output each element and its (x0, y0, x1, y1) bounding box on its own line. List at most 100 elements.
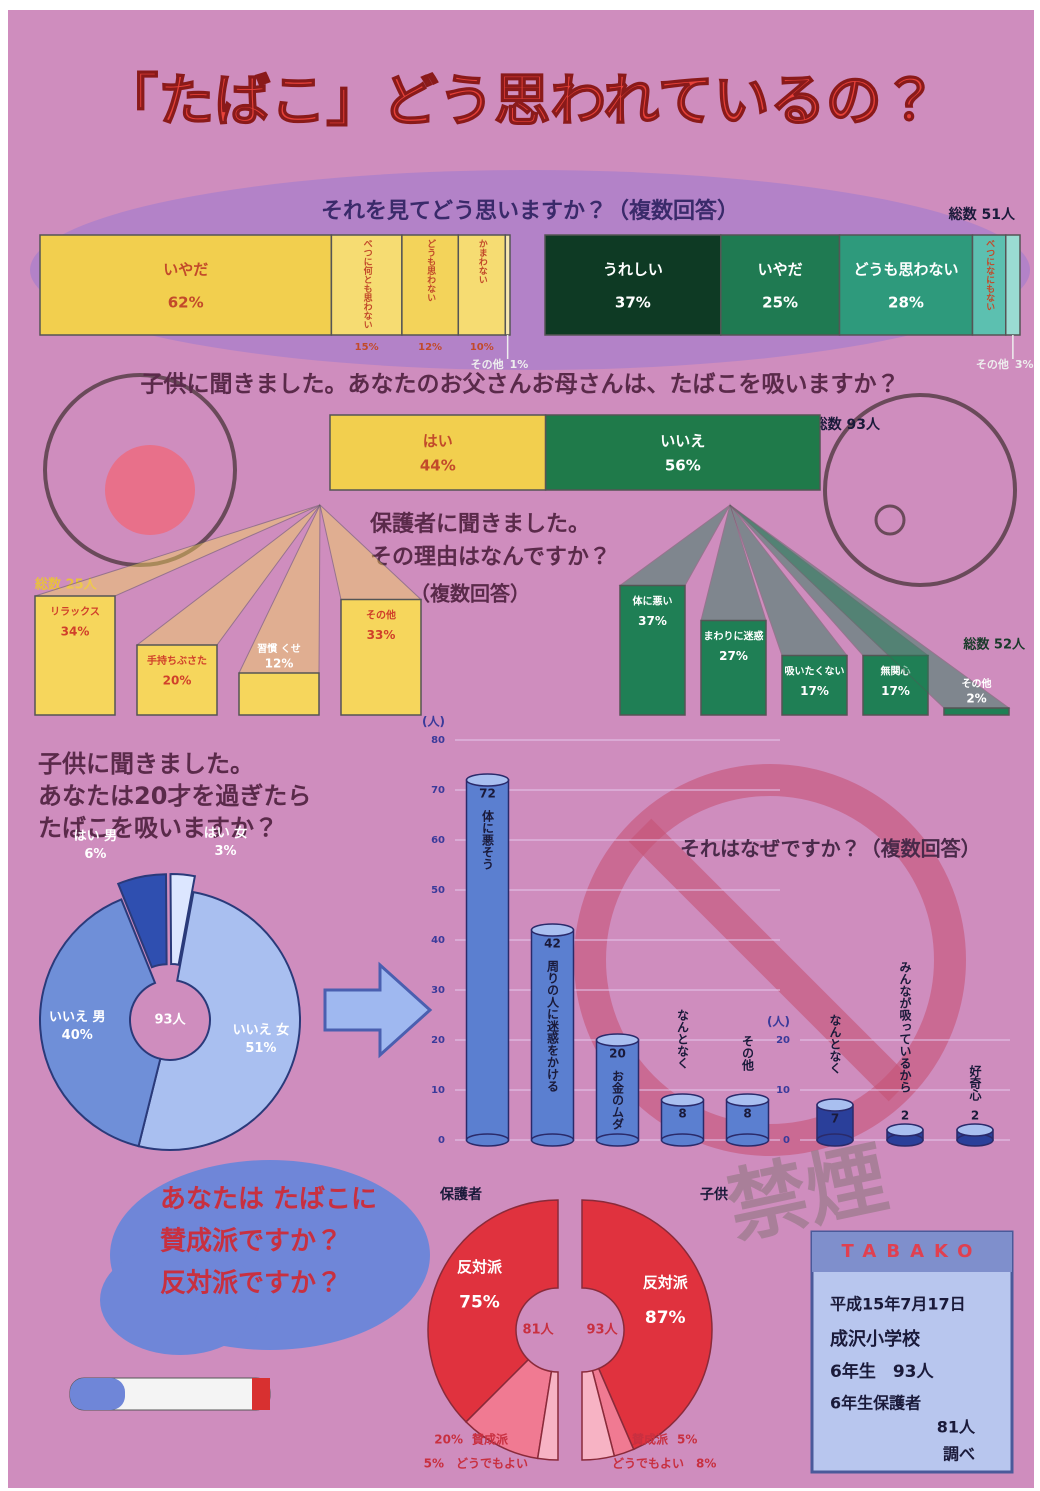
y-tick-label: 70 (431, 785, 445, 796)
bar-base (662, 1134, 704, 1146)
question: それを見てどう思いますか？（複数回答） (321, 198, 739, 224)
center-label: 93人 (154, 1013, 186, 1028)
segment-label: その他 (976, 357, 1009, 371)
bar-label: お金のムダ (611, 1070, 625, 1130)
value-label: 17% (800, 684, 829, 698)
bar-top (532, 924, 574, 936)
value-label: 87% (645, 1308, 686, 1328)
value-label: 2 (901, 1109, 909, 1123)
note-line: 成沢小学校 (830, 1328, 921, 1350)
bar-top (662, 1094, 704, 1106)
value-label: 40% (62, 1028, 93, 1043)
value-label: 8 (743, 1107, 751, 1121)
bar-base (817, 1134, 853, 1146)
segment-label: べつに何とも思わない (362, 239, 373, 329)
question: あなたは20才を過ぎたら (38, 782, 311, 810)
center-label: 81人 (522, 1323, 554, 1338)
column (944, 708, 1009, 715)
value-label: 5% (424, 1457, 444, 1471)
column-label: その他 (962, 677, 992, 690)
question: 子供に聞きました。あなたのお父さんお母さんは、たばこを吸いますか？ (141, 371, 900, 398)
column-label: まわりに迷惑 (704, 630, 764, 643)
value-label: 5% (677, 1433, 697, 1447)
value-label: 2 (971, 1109, 979, 1123)
question: 保護者に聞きました。 (369, 512, 590, 537)
segment-label: いやだ (163, 261, 208, 279)
total-label: 総数 51人 (948, 206, 1016, 223)
question: 賛成派ですか？ (160, 1227, 342, 1257)
value-label: 1% (510, 358, 529, 371)
value-label: 3% (1015, 358, 1034, 371)
value-label: 3% (214, 844, 236, 859)
bar-top (817, 1099, 853, 1111)
cigarette-tip (252, 1378, 270, 1410)
bar-base (597, 1134, 639, 1146)
chart-title: それはなぜですか？（複数回答） (680, 837, 981, 861)
value-label: 28% (888, 294, 924, 312)
value-label: 37% (615, 294, 651, 312)
value-label: 20 (609, 1047, 626, 1061)
note-line: 81人 (937, 1418, 976, 1437)
segment (1006, 235, 1020, 335)
value-label: 7 (831, 1112, 839, 1126)
y-tick-label: 0 (438, 1135, 445, 1146)
slice-label: どうでもよい (612, 1457, 684, 1471)
segment (545, 235, 721, 335)
value-label: 12% (418, 342, 442, 353)
slice-label: いいえ 男 (49, 1010, 106, 1025)
note-line: 調べ (943, 1445, 975, 1464)
y-tick-label: 10 (776, 1085, 790, 1096)
value-label: 25% (762, 294, 798, 312)
value-label: 12% (265, 657, 294, 671)
total-label: 総数 52人 (962, 637, 1026, 653)
value-label: 42 (544, 937, 561, 951)
y-tick-label: 10 (431, 1085, 445, 1096)
y-tick-label: 80 (431, 735, 445, 746)
note-line: 6年生 93人 (830, 1361, 934, 1382)
segment-label: かまわない (477, 239, 488, 284)
segment-label: うれしい (603, 261, 663, 279)
bar-top (887, 1124, 923, 1136)
bar-top (597, 1034, 639, 1046)
y-tick-label: 20 (431, 1035, 445, 1046)
value-label: 72 (479, 787, 496, 801)
value-label: 15% (355, 342, 379, 353)
segment-label: べつになにもない (984, 239, 995, 311)
segment-label: いいえ (660, 432, 705, 450)
bar-label: みんなが吸っているから (898, 961, 912, 1093)
segment-label: その他 (471, 357, 504, 371)
bar-base (727, 1134, 769, 1146)
bar-base (532, 1134, 574, 1146)
y-tick-label: 40 (431, 935, 445, 946)
segment (721, 235, 840, 335)
question: あなたは たばこに (160, 1185, 377, 1215)
value-label: 20% (434, 1433, 463, 1447)
poster: 「たばこ」どう思われているの？ それを見てどう思いますか？（複数回答） 子供に聞… (0, 0, 1040, 1491)
question: （複数回答） (410, 582, 530, 606)
slice-label: 賛成派 (632, 1432, 669, 1447)
cloud (100, 1245, 260, 1355)
value-label: 34% (61, 625, 90, 639)
y-tick-label: 0 (783, 1135, 790, 1146)
bar-top (467, 774, 509, 786)
value-label: 37% (638, 614, 667, 628)
value-label: 6% (84, 847, 106, 862)
slice-label: 反対派 (643, 1273, 689, 1291)
column-label: リラックス (50, 606, 100, 618)
segment-label: いやだ (758, 261, 803, 279)
note-line: 平成15年7月17日 (830, 1295, 966, 1314)
segment-label: どうも思わない (853, 261, 958, 279)
segment-label: はい (423, 432, 453, 450)
poster-title: 「たばこ」どう思われているの？ (102, 69, 938, 134)
note-title: TABAKO (842, 1241, 983, 1262)
center-label: 93人 (586, 1323, 618, 1338)
slice-label: いいえ 女 (233, 1022, 290, 1038)
bar-base (467, 1134, 509, 1146)
axis-label: (人) (767, 1015, 790, 1029)
value-label: 44% (420, 457, 456, 475)
slice-label: 反対派 (457, 1258, 503, 1276)
segment (505, 235, 510, 335)
value-label: 20% (163, 674, 192, 688)
y-tick-label: 20 (776, 1035, 790, 1046)
face-mouth (105, 445, 195, 535)
